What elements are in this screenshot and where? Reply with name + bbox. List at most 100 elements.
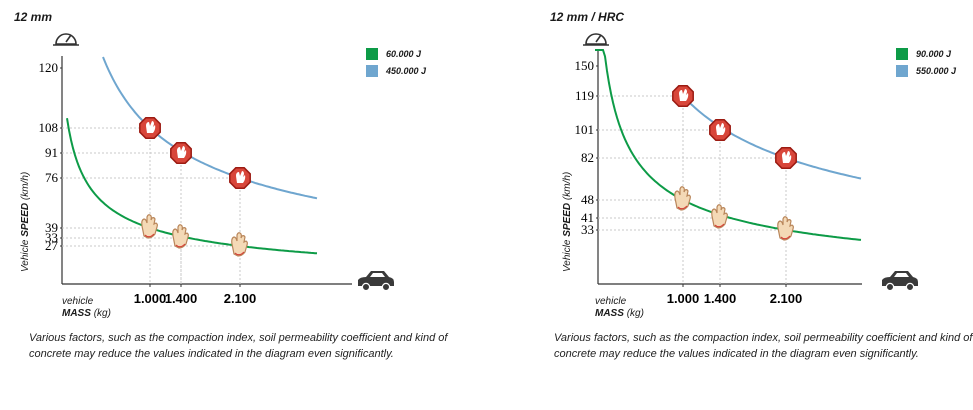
stop-hand-glyph: [146, 121, 156, 133]
y-axis-label-unit: (km/h): [562, 171, 573, 201]
legend-label: 60.000 J: [386, 49, 422, 59]
speedometer-icon: [583, 33, 609, 46]
chart-panel-12mm-hrc: 12 mm / HRC 150 119 101 82 48 41 33 1.000 1.400 2…: [540, 0, 973, 410]
series-line: [595, 49, 862, 241]
hand-accent: [234, 251, 245, 256]
y-tick-label: 82: [581, 150, 594, 165]
y-axis-label-prefix: Vehicle: [20, 239, 31, 272]
legend-swatch-blue: [896, 65, 908, 77]
stop-hand-glyph: [679, 89, 689, 101]
legend-label: 550.000 J: [916, 66, 957, 76]
speedometer-icon-body: [55, 33, 77, 45]
speedometer-icon-body: [585, 33, 607, 45]
series-line: [66, 118, 318, 255]
x-tick-label: 1.400: [165, 291, 198, 306]
y-tick-label: 108: [39, 120, 59, 135]
y-tick-label: 101: [575, 122, 595, 137]
x-axis-label-mass: MASS: [595, 308, 624, 319]
hand-accent: [780, 235, 791, 240]
x-tick-label: 2.100: [770, 291, 803, 306]
car-icon-window: [370, 273, 385, 277]
data-point-stop-icon: [775, 147, 797, 169]
legend-label: 90.000 J: [916, 49, 952, 59]
data-point-stop-icon: [672, 85, 694, 107]
y-tick-label: 76: [45, 170, 59, 185]
data-point-stop-icon: [170, 142, 192, 164]
data-point-hand-icon: [711, 204, 728, 229]
stop-hand-glyph: [177, 146, 187, 158]
hand-accent: [175, 243, 186, 248]
car-icon: [882, 271, 918, 292]
hand-accent: [714, 223, 725, 228]
legend-swatch-blue: [366, 65, 378, 77]
x-axis-label: vehicle MASS (kg): [595, 296, 644, 320]
data-point-hand-icon: [231, 232, 248, 257]
hand-shape: [231, 232, 248, 257]
series-line: [102, 56, 318, 200]
disclaimer-note: Various factors, such as the compaction …: [554, 332, 973, 360]
hand-accent: [144, 233, 155, 238]
series-line: [676, 88, 862, 180]
y-tick-label: 120: [39, 60, 59, 75]
stop-hand-glyph: [782, 151, 792, 163]
legend-item: 90.000 J: [896, 46, 956, 62]
data-point-stop-icon: [229, 167, 251, 189]
hand-shape: [172, 224, 189, 249]
x-tick-label: 1.400: [704, 291, 737, 306]
legend-item: 550.000 J: [896, 63, 956, 79]
data-point-hand-icon: [172, 224, 189, 249]
chart-title: 12 mm / HRC: [550, 10, 625, 24]
car-icon-body: [358, 271, 394, 286]
x-axis-label: vehicle MASS (kg): [62, 296, 111, 320]
y-tick-label: 27: [45, 238, 59, 253]
legend-item: 60.000 J: [366, 46, 426, 62]
hand-accent: [677, 205, 688, 210]
speedometer-icon: [53, 33, 79, 46]
y-tick-label: 150: [575, 58, 595, 73]
car-icon-body: [882, 271, 918, 286]
y-tick-label: 91: [45, 145, 58, 160]
y-axis-label-unit: (km/h): [20, 171, 31, 201]
car-icon-wheel: [905, 282, 915, 292]
y-axis-label: Vehicle SPEED (km/h): [20, 172, 31, 272]
car-icon-wheel: [361, 282, 371, 292]
data-point-stop-icon: [709, 119, 731, 141]
hand-shape: [711, 204, 728, 229]
x-axis-label-unit: (kg): [93, 308, 111, 319]
y-tick-label: 48: [581, 192, 594, 207]
x-axis-label-mass: MASS: [62, 308, 91, 319]
y-tick-label: 41: [581, 210, 594, 225]
x-tick-label: 1.000: [667, 291, 700, 306]
legend: 90.000 J 550.000 J: [896, 46, 956, 80]
stop-hand-glyph: [236, 171, 246, 183]
hand-shape: [777, 216, 794, 241]
x-tick-label: 1.000: [134, 291, 167, 306]
y-tick-label: 33: [45, 230, 58, 245]
car-icon-wheel: [381, 282, 391, 292]
speedometer-icon-needle: [595, 34, 602, 43]
x-axis-label-line1: vehicle: [62, 296, 94, 307]
legend-swatch-green: [896, 48, 908, 60]
disclaimer-note: Various factors, such as the compaction …: [29, 332, 448, 360]
chart-title: 12 mm: [14, 10, 53, 24]
y-tick-label: 39: [45, 220, 58, 235]
y-tick-label: 33: [581, 222, 594, 237]
data-point-hand-icon: [777, 216, 794, 241]
y-axis-label-prefix: Vehicle: [562, 239, 573, 272]
legend: 60.000 J 450.000 J: [366, 46, 426, 80]
car-icon-wheel: [885, 282, 895, 292]
chart-panel-12mm: 12 mm 120 108 91 76 39 33 27 1.000 1.400 2.100 60…: [0, 0, 470, 410]
data-point-stop-icon: [139, 117, 161, 139]
hand-shape: [674, 186, 691, 211]
legend-label: 450.000 J: [386, 66, 427, 76]
y-axis-label-bold: SPEED: [20, 202, 31, 237]
x-tick-label: 2.100: [224, 291, 257, 306]
y-axis-label: Vehicle SPEED (km/h): [562, 172, 573, 272]
stop-hand-glyph: [716, 123, 726, 135]
x-axis-label-unit: (kg): [626, 308, 644, 319]
data-point-hand-icon: [674, 186, 691, 211]
speedometer-icon-needle: [65, 34, 72, 43]
legend-item: 450.000 J: [366, 63, 426, 79]
data-point-hand-icon: [141, 214, 158, 239]
